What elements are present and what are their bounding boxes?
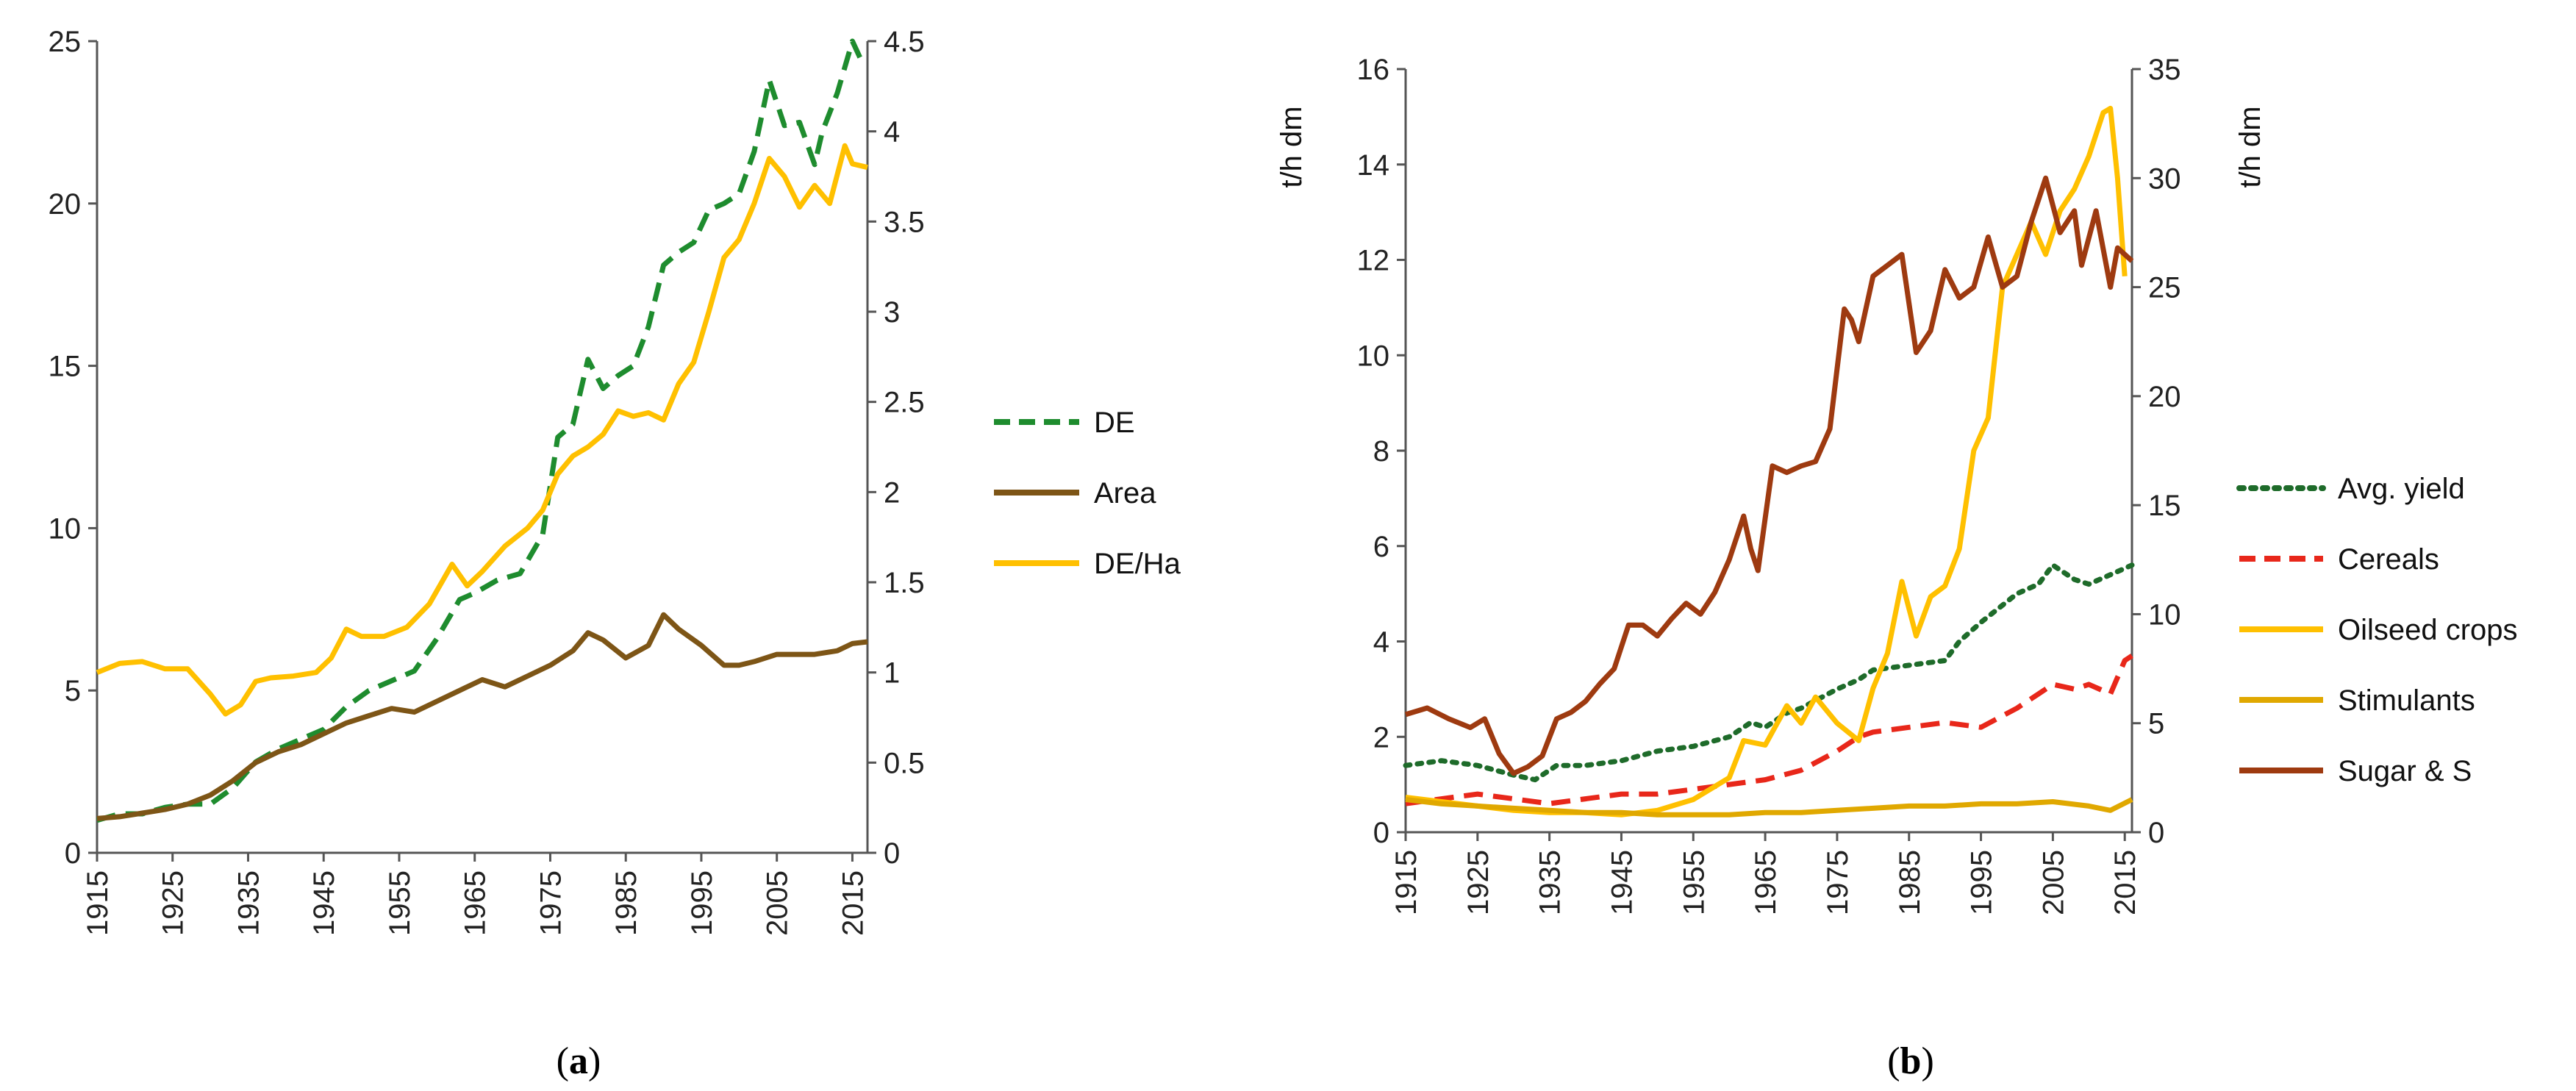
- legend-label-avg-yield: Avg. yield: [2338, 473, 2465, 505]
- x-tick-label: 1985: [610, 870, 643, 936]
- legend-label-sugar-s: Sugar & S: [2338, 755, 2472, 787]
- right-tick-label: 1: [884, 657, 900, 690]
- x-tick-label: 1925: [157, 870, 190, 936]
- caption-a: (a): [557, 1040, 601, 1082]
- right-tick-label: 20: [2148, 381, 2181, 413]
- x-tick-label: 1965: [1750, 850, 1782, 915]
- legend-label-oilseed-crops: Oilseed crops: [2338, 614, 2518, 646]
- series-line-avg-yield: [1403, 562, 2135, 783]
- x-tick-label: 2015: [837, 870, 869, 936]
- left-tick-label: 12: [1357, 245, 1390, 277]
- right-tick-label: 30: [2148, 162, 2181, 195]
- y-left-label: t/h dm: [1276, 106, 1308, 187]
- x-tick-label: 1915: [1390, 850, 1423, 915]
- legend-label-cereals: Cereals: [2338, 543, 2439, 576]
- right-tick-label: 5: [2148, 708, 2164, 740]
- x-tick-label: 1985: [1894, 850, 1926, 915]
- x-tick-label: 1935: [1534, 850, 1567, 915]
- right-tick-label: 25: [2148, 272, 2181, 304]
- x-tick-label: 1975: [534, 870, 567, 936]
- y-right-label: t/h dm: [2234, 106, 2266, 187]
- x-tick-label: 1915: [82, 870, 114, 936]
- x-tick-label: 1925: [1462, 850, 1495, 915]
- right-tick-label: 10: [2148, 598, 2181, 631]
- x-tick-label: 1935: [232, 870, 265, 936]
- left-tick-label: 0: [65, 837, 81, 870]
- legend-label-stimulants: Stimulants: [2338, 684, 2475, 717]
- series-line-de-ha: [96, 143, 868, 717]
- right-tick-label: 2: [884, 476, 900, 509]
- right-tick-label: 0: [884, 837, 900, 870]
- x-tick-label: 1955: [384, 870, 416, 936]
- left-tick-label: 5: [65, 675, 81, 707]
- series-line-stimulants: [1405, 797, 2133, 818]
- right-tick-label: 4: [884, 116, 900, 149]
- right-tick-label: 1.5: [884, 567, 925, 599]
- left-tick-label: 8: [1373, 435, 1389, 468]
- left-tick-label: 14: [1357, 149, 1390, 182]
- right-tick-label: 0.5: [884, 747, 925, 779]
- chart-b: 0 2 4 6 8 10 12 14 16 0 5 10 15 20 25 30 35 1915 1925 1935 1…: [1276, 54, 2266, 915]
- right-tick-label: 3.5: [884, 206, 925, 238]
- left-tick-label: 16: [1357, 54, 1390, 86]
- left-tick-label: 15: [49, 351, 82, 383]
- x-tick-label: 2005: [762, 870, 794, 936]
- left-tick-label: 6: [1373, 531, 1389, 563]
- right-tick-label: 15: [2148, 490, 2181, 522]
- legend-label-area: Area: [1094, 477, 1156, 509]
- right-tick-label: 2.5: [884, 387, 925, 419]
- series-line-sugar-s: [1404, 175, 2134, 776]
- x-tick-label: 1945: [1606, 850, 1638, 915]
- x-tick-label: 2005: [2037, 850, 2069, 915]
- left-tick-label: 0: [1373, 817, 1389, 849]
- legend-b: Avg. yield Cereals Oilseed crops Stimulants…: [2236, 473, 2518, 787]
- left-tick-label: 25: [49, 26, 82, 58]
- x-tick-label: 2015: [2109, 850, 2142, 915]
- x-tick-label: 1995: [686, 870, 718, 936]
- left-tick-label: 10: [1357, 340, 1390, 372]
- right-tick-label: 35: [2148, 54, 2181, 86]
- chart-a: 0 5 10 15 20 25 0 0.5 1 1.5 2 2.5 3 3.5 4 4.5 1915 1925 19…: [49, 26, 925, 936]
- x-tick-label: 1945: [308, 870, 340, 936]
- x-tick-label: 1975: [1822, 850, 1854, 915]
- legend-label-de: DE: [1094, 407, 1135, 439]
- series-line-de: [96, 38, 862, 823]
- x-tick-label: 1965: [459, 870, 492, 936]
- left-tick-label: 4: [1373, 626, 1389, 659]
- right-tick-label: 3: [884, 296, 900, 329]
- left-tick-label: 20: [49, 188, 82, 221]
- legend-label-de-ha: DE/Ha: [1094, 548, 1181, 580]
- legend-a: DE Area DE/Ha: [994, 407, 1181, 580]
- x-tick-label: 1995: [1966, 850, 1998, 915]
- left-tick-label: 10: [49, 512, 82, 545]
- series-line-cereals: [1405, 654, 2133, 806]
- right-tick-label: 0: [2148, 817, 2164, 849]
- caption-b: (b): [1887, 1040, 1934, 1082]
- right-tick-label: 4.5: [884, 26, 925, 58]
- left-tick-label: 2: [1373, 721, 1389, 754]
- series-line-area: [96, 612, 868, 821]
- x-tick-label: 1955: [1678, 850, 1710, 915]
